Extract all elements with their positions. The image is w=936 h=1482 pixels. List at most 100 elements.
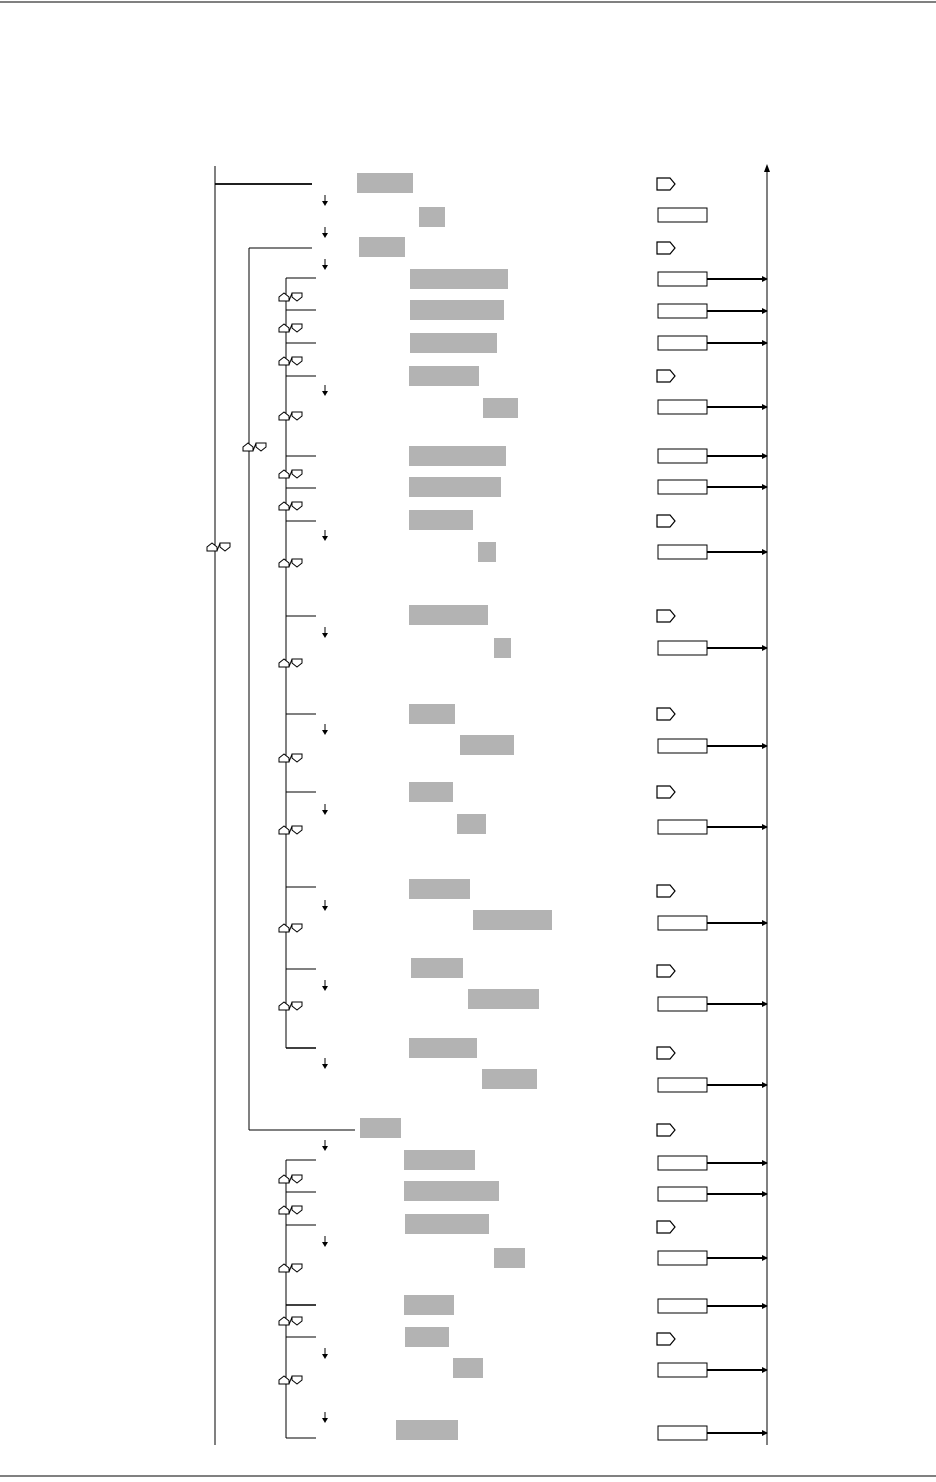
- menu-label-box: [409, 446, 506, 466]
- menu-label-box: [494, 1248, 525, 1268]
- output-arrow-head: [762, 1191, 768, 1197]
- menu-label-box: [404, 1181, 499, 1201]
- enter-key-icon: [656, 1123, 676, 1137]
- menu-label-box: [410, 300, 504, 320]
- value-box: [657, 915, 708, 931]
- output-arrow-head: [762, 549, 768, 555]
- output-arrow-head: [762, 308, 768, 314]
- menu-label-box: [409, 366, 479, 386]
- up-down-keys-icon: [278, 1174, 290, 1184]
- value-box: [657, 399, 708, 415]
- value-box: [657, 819, 708, 835]
- enter-key-icon: [656, 514, 676, 528]
- menu-label-box: [411, 958, 463, 978]
- value-box: [657, 479, 708, 495]
- up-down-keys-icon: [242, 442, 254, 452]
- down-arrow-icon: [322, 201, 328, 206]
- menu-label-box: [453, 1358, 483, 1378]
- enter-key-icon: [656, 964, 676, 978]
- menu-label-boxes: [357, 173, 552, 1440]
- value-box: [657, 1250, 708, 1266]
- menu-label-box: [405, 1327, 449, 1347]
- up-down-keys-icon: [291, 1001, 303, 1011]
- value-box: [657, 271, 708, 287]
- up-down-keys-icon: [278, 1375, 290, 1385]
- menu-label-box: [409, 510, 473, 530]
- output-arrow-head: [762, 1082, 768, 1088]
- up-down-keys-icon: [291, 356, 303, 366]
- down-arrow-icon: [322, 536, 328, 541]
- down-arrow-icon: [322, 906, 328, 911]
- value-box: [657, 640, 708, 656]
- up-down-keys-icon: [291, 1316, 303, 1326]
- down-arrow-icon: [322, 730, 328, 735]
- menu-label-box: [409, 1038, 477, 1058]
- down-arrow-icon: [322, 810, 328, 815]
- menu-label-box: [494, 638, 511, 658]
- output-arrow-head: [762, 453, 768, 459]
- menu-label-box: [483, 398, 518, 418]
- up-down-keys-icon: [291, 923, 303, 933]
- up-down-keys-icon: [291, 1375, 303, 1385]
- up-down-keys-icon: [291, 825, 303, 835]
- down-arrow-icon: [322, 265, 328, 270]
- menu-label-box: [404, 1150, 475, 1170]
- down-arrow-icon: [322, 1242, 328, 1247]
- output-arrow-head: [762, 276, 768, 282]
- up-down-keys-icon: [291, 411, 303, 421]
- enter-key-icon: [656, 1046, 676, 1060]
- output-arrow-head: [762, 1160, 768, 1166]
- menu-label-box: [360, 1118, 401, 1138]
- value-box: [657, 207, 708, 223]
- up-down-keys-icon: [291, 1174, 303, 1184]
- up-down-keys-icon: [291, 558, 303, 568]
- up-down-keys-icon: [278, 323, 290, 333]
- menu-label-box: [357, 173, 413, 193]
- menu-label-box: [409, 477, 501, 497]
- value-box: [657, 1186, 708, 1202]
- bus-arrow-head: [764, 164, 770, 172]
- menu-label-box: [409, 704, 455, 724]
- value-box: [657, 335, 708, 351]
- enter-key-icon: [656, 1332, 676, 1346]
- output-arrow-head: [762, 824, 768, 830]
- up-down-keys-icon: [278, 1316, 290, 1326]
- output-arrow-head: [762, 1367, 768, 1373]
- output-arrow-head: [762, 484, 768, 490]
- enter-key-icon: [656, 369, 676, 383]
- enter-key-icon: [656, 707, 676, 721]
- up-down-keys-icon: [291, 501, 303, 511]
- up-down-keys-icon: [278, 292, 290, 302]
- up-down-keys-icon: [278, 1001, 290, 1011]
- menu-label-box: [468, 989, 539, 1009]
- down-arrow-icon: [322, 1146, 328, 1151]
- up-down-keys-icon: [291, 292, 303, 302]
- up-down-keys-icon: [278, 825, 290, 835]
- up-down-keys-icon: [278, 923, 290, 933]
- up-down-keys-icon: [291, 469, 303, 479]
- value-box: [657, 1362, 708, 1378]
- menu-label-box: [404, 1295, 454, 1315]
- menu-label-box: [410, 269, 508, 289]
- menu-label-box: [396, 1420, 458, 1440]
- up-down-keys-icon: [278, 1263, 290, 1273]
- enter-key-icon: [656, 241, 676, 255]
- down-arrow-icon: [322, 1064, 328, 1069]
- up-down-keys-icon: [291, 323, 303, 333]
- value-box: [657, 1298, 708, 1314]
- up-down-keys-icon: [291, 753, 303, 763]
- down-arrow-icon: [322, 986, 328, 991]
- menu-label-box: [359, 237, 405, 257]
- output-arrow-head: [762, 743, 768, 749]
- value-box: [657, 448, 708, 464]
- up-down-keys-icon: [206, 542, 218, 552]
- menu-label-box: [473, 910, 552, 930]
- value-box: [657, 544, 708, 560]
- menu-label-box: [410, 333, 497, 353]
- up-down-keys-icon: [278, 558, 290, 568]
- output-arrow-head: [762, 1303, 768, 1309]
- up-down-keys-icon: [278, 1205, 290, 1215]
- up-down-keys-icon: [278, 356, 290, 366]
- menu-label-box: [409, 782, 453, 802]
